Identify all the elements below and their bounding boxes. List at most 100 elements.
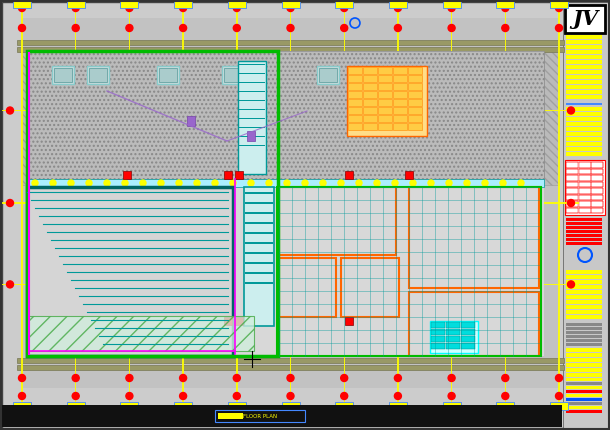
Circle shape (176, 180, 182, 186)
Circle shape (446, 180, 452, 186)
Bar (224, 317, 232, 325)
Circle shape (18, 4, 26, 12)
Circle shape (233, 393, 240, 399)
Circle shape (395, 25, 401, 31)
Bar (393, 83, 407, 90)
Bar (566, 175, 603, 181)
Bar (566, 323, 602, 326)
Bar (566, 305, 602, 308)
Circle shape (502, 393, 509, 399)
Bar (239, 118, 265, 119)
Bar (363, 91, 377, 98)
Circle shape (7, 200, 13, 206)
Bar (578, 175, 590, 181)
Bar (348, 123, 362, 130)
Bar (591, 162, 603, 168)
Bar (363, 83, 377, 90)
Circle shape (502, 25, 509, 31)
Circle shape (410, 180, 416, 186)
Bar (566, 285, 602, 289)
Bar (566, 402, 602, 405)
Circle shape (126, 393, 133, 399)
Circle shape (518, 180, 524, 186)
Circle shape (233, 4, 240, 12)
Circle shape (464, 180, 470, 186)
Bar (409, 187, 539, 289)
Bar (245, 212, 273, 214)
Bar (566, 137, 602, 141)
Bar (566, 103, 602, 105)
Bar (378, 107, 392, 114)
Bar (348, 115, 362, 122)
Bar (566, 181, 603, 187)
Bar (563, 2, 608, 428)
Circle shape (284, 180, 290, 186)
Bar (393, 115, 407, 122)
Bar (566, 194, 603, 200)
Circle shape (556, 375, 562, 381)
Bar (279, 258, 336, 317)
Bar (281, 0, 300, 8)
Bar (408, 75, 422, 82)
Bar (378, 83, 392, 90)
Bar (566, 394, 602, 397)
Bar (245, 222, 273, 224)
Circle shape (338, 180, 344, 186)
Bar (566, 218, 602, 221)
Bar (497, 0, 514, 8)
Bar (317, 66, 339, 84)
Bar (348, 67, 362, 74)
Bar (566, 112, 602, 116)
Bar (17, 358, 564, 363)
Bar (566, 169, 603, 174)
Bar (566, 162, 603, 168)
Circle shape (567, 281, 575, 288)
Bar (27, 187, 233, 356)
Bar (363, 75, 377, 82)
Bar (174, 402, 192, 410)
Bar (566, 188, 603, 194)
Bar (369, 68, 387, 82)
Circle shape (556, 25, 562, 31)
Bar (566, 386, 602, 389)
Circle shape (395, 4, 401, 12)
Circle shape (72, 375, 79, 381)
Bar (430, 321, 478, 353)
Bar (239, 136, 265, 137)
Bar (348, 99, 362, 106)
Bar (66, 402, 85, 410)
Circle shape (233, 375, 240, 381)
Bar (277, 187, 541, 356)
Bar (566, 122, 602, 126)
Circle shape (556, 4, 562, 12)
Bar (566, 90, 602, 93)
Bar (363, 67, 377, 74)
Bar (591, 194, 603, 200)
Bar (290, 0, 291, 406)
Bar (239, 145, 265, 146)
Bar (27, 51, 278, 356)
Bar (566, 398, 602, 401)
Circle shape (233, 25, 240, 31)
Bar (566, 201, 603, 206)
Bar (17, 47, 564, 52)
Bar (13, 402, 31, 410)
Bar (566, 127, 602, 130)
Bar (245, 232, 273, 233)
Bar (27, 51, 544, 356)
Bar (591, 201, 603, 206)
Bar (17, 365, 564, 370)
Bar (27, 187, 233, 356)
Bar (565, 5, 605, 33)
Bar (461, 343, 475, 349)
Bar (566, 147, 602, 150)
Bar (566, 363, 602, 366)
Bar (566, 194, 578, 200)
Bar (75, 0, 76, 406)
Bar (235, 317, 243, 325)
Circle shape (341, 25, 348, 31)
Circle shape (448, 4, 455, 12)
Bar (497, 402, 514, 410)
Bar (224, 171, 232, 179)
Bar (87, 66, 109, 84)
